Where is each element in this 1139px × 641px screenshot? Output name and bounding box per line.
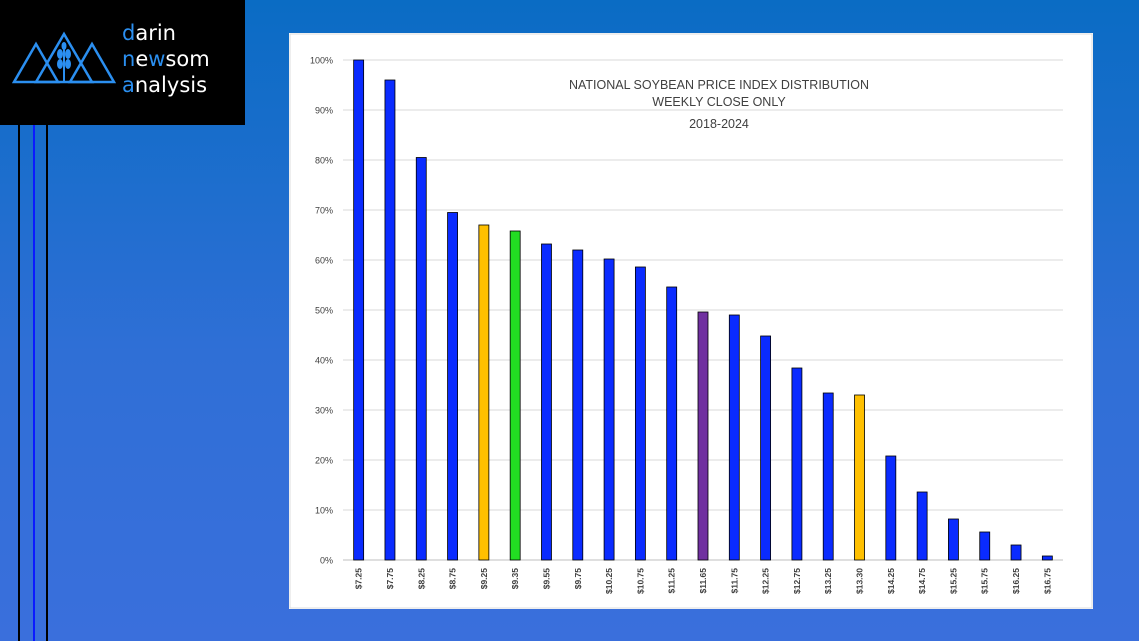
bar: [916, 491, 928, 561]
bars: [353, 59, 1053, 561]
y-tick-label: 10%: [315, 506, 333, 516]
y-tick-label: 100%: [310, 56, 333, 66]
x-tick-label: $11.25: [667, 568, 677, 594]
bar: [509, 230, 521, 561]
chart-panel: 0% 10% 20% 30% 40% 50% 60% 70% 80% 90% 100% $7.25 $…: [289, 33, 1093, 609]
bar: [634, 266, 646, 561]
decor-line: [46, 125, 48, 641]
y-tick-label: 30%: [315, 406, 333, 416]
x-tick-label: $12.25: [761, 568, 771, 594]
y-tick-label: 60%: [315, 256, 333, 266]
logo-accent-letter: w: [148, 47, 166, 71]
y-axis-ticks: 0% 10% 20% 30% 40% 50% 60% 70% 80% 90% 100%: [310, 56, 333, 566]
x-tick-label: $11.65: [698, 568, 708, 594]
bar: [447, 212, 458, 561]
logo-text-segment: e: [135, 47, 149, 71]
bar: [1041, 555, 1053, 561]
x-tick-label: $15.75: [980, 568, 990, 594]
y-tick-label: 70%: [315, 206, 333, 216]
logo-panel: darin newsom analysis: [0, 0, 245, 125]
y-tick-label: 0%: [320, 556, 333, 566]
x-tick-label: $16.75: [1042, 568, 1052, 594]
y-tick-label: 20%: [315, 456, 333, 466]
x-tick-label: $13.30: [855, 568, 865, 594]
x-tick-label: $7.25: [354, 568, 364, 590]
x-tick-label: $9.35: [510, 568, 520, 590]
bar: [854, 394, 865, 561]
logo-line-analysis: analysis: [122, 72, 210, 98]
bar: [1010, 544, 1022, 561]
logo-accent-letter: a: [122, 73, 135, 97]
bar: [760, 335, 772, 561]
decor-line: [18, 125, 20, 641]
chart-years-line: 2018-2024: [689, 117, 749, 131]
logo-wordmark: darin newsom analysis: [122, 20, 210, 98]
decor-line: [33, 125, 35, 641]
logo-line-newsom: newsom: [122, 46, 210, 72]
bar: [822, 392, 834, 561]
bar: [666, 286, 678, 561]
bar: [979, 531, 991, 561]
bar: [541, 243, 552, 561]
gridlines: [343, 59, 1063, 561]
bar: [384, 79, 396, 561]
y-tick-label: 40%: [315, 356, 333, 366]
x-tick-label: $15.25: [948, 568, 958, 594]
x-tick-label: $7.75: [385, 568, 395, 590]
y-tick-label: 50%: [315, 306, 333, 316]
x-tick-label: $14.25: [886, 568, 896, 594]
bar: [728, 314, 740, 561]
x-tick-label: $9.55: [541, 568, 551, 590]
y-tick-label: 80%: [315, 156, 333, 166]
logo-text-segment: arin: [135, 21, 176, 45]
x-tick-label: $9.25: [479, 568, 489, 590]
x-tick-label: $13.25: [823, 568, 833, 594]
logo-text-segment: som: [165, 47, 210, 71]
x-tick-label: $16.25: [1011, 568, 1021, 594]
chart-border: [289, 33, 1093, 609]
bar: [415, 157, 427, 561]
bar: [791, 367, 803, 561]
bar: [697, 311, 709, 561]
bar: [603, 258, 615, 561]
logo-accent-letter: d: [122, 21, 136, 45]
x-tick-label: $8.25: [416, 568, 426, 590]
x-tick-label: $10.25: [604, 568, 614, 594]
x-tick-label: $12.75: [792, 568, 802, 594]
price-distribution-chart: 0%10%20%30%40%50%60%70%80%90%100% $7.25 $…: [289, 33, 1093, 609]
logo-line-darin: darin: [122, 20, 210, 46]
logo-text-segment: nalysis: [134, 73, 208, 97]
x-tick-label: $11.75: [729, 568, 739, 594]
chart-subtitle-line: WEEKLY CLOSE ONLY: [652, 95, 786, 109]
x-tick-label: $14.75: [917, 568, 927, 594]
x-tick-label: $10.75: [635, 568, 645, 594]
bar: [885, 455, 897, 561]
bar: [948, 518, 959, 561]
x-tick-label: $9.75: [573, 568, 583, 590]
mountain-wheat-logo-icon: [12, 31, 116, 84]
logo-accent-letter: n: [122, 47, 136, 71]
x-axis-ticks: $7.25 $7.75 $8.25 $8.75 $9.25 $9.35 $9.55 $9.75…: [354, 568, 1053, 594]
chart-title-line: NATIONAL SOYBEAN PRICE INDEX DISTRIBUTIO…: [569, 78, 869, 92]
y-tick-label: 90%: [315, 106, 333, 116]
bar: [478, 224, 490, 561]
bar: [353, 59, 365, 561]
bar: [572, 249, 584, 561]
x-tick-label: $8.75: [448, 568, 458, 590]
